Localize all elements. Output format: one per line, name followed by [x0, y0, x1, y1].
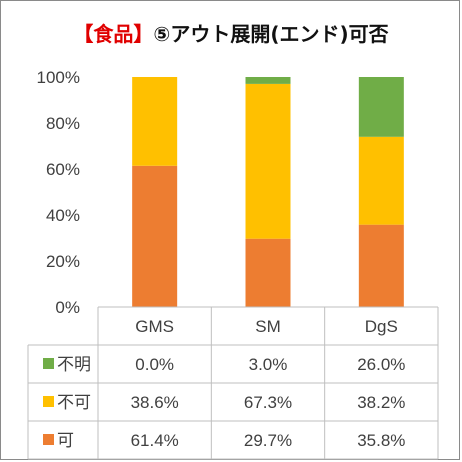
- bar-segment: [132, 165, 178, 307]
- y-tick-label: 40%: [46, 206, 80, 225]
- y-tick-label: 60%: [46, 160, 80, 179]
- legend-label: 不可: [57, 393, 91, 412]
- table-cell-value: 38.2%: [357, 393, 405, 412]
- chart-title: 【食品】⑤アウト展開(エンド)可否: [0, 18, 462, 47]
- table-cell-value: 67.3%: [244, 393, 292, 412]
- bar-segment: [358, 77, 404, 137]
- bar-segment: [245, 77, 291, 84]
- table-cell-value: 3.0%: [249, 355, 288, 374]
- table-cell-value: 38.6%: [131, 393, 179, 412]
- legend-swatch: [43, 358, 54, 369]
- table-cell-value: 29.7%: [244, 431, 292, 450]
- x-category-label: SM: [255, 317, 281, 336]
- table-cell-value: 0.0%: [135, 355, 174, 374]
- x-category-label: DgS: [365, 317, 398, 336]
- legend-label: 可: [57, 431, 74, 450]
- table-cell-value: 61.4%: [131, 431, 179, 450]
- chart-title-text: ⑤アウト展開(エンド)可否: [153, 22, 389, 46]
- bar-segment: [245, 83, 291, 239]
- y-tick-label: 100%: [37, 68, 80, 87]
- x-category-label: GMS: [135, 317, 174, 336]
- y-tick-label: 80%: [46, 114, 80, 133]
- table-cell-value: 35.8%: [357, 431, 405, 450]
- table-cell-value: 26.0%: [357, 355, 405, 374]
- y-tick-label: 20%: [46, 252, 80, 271]
- legend-swatch: [43, 396, 54, 407]
- legend-label: 不明: [57, 355, 91, 374]
- bar-segment: [245, 238, 291, 307]
- y-tick-label: 0%: [55, 298, 80, 317]
- chart-title-category: 【食品】: [73, 22, 154, 46]
- bar-segment: [358, 224, 404, 307]
- legend-swatch: [43, 434, 54, 445]
- bar-segment: [358, 136, 404, 225]
- bar-segment: [132, 77, 178, 166]
